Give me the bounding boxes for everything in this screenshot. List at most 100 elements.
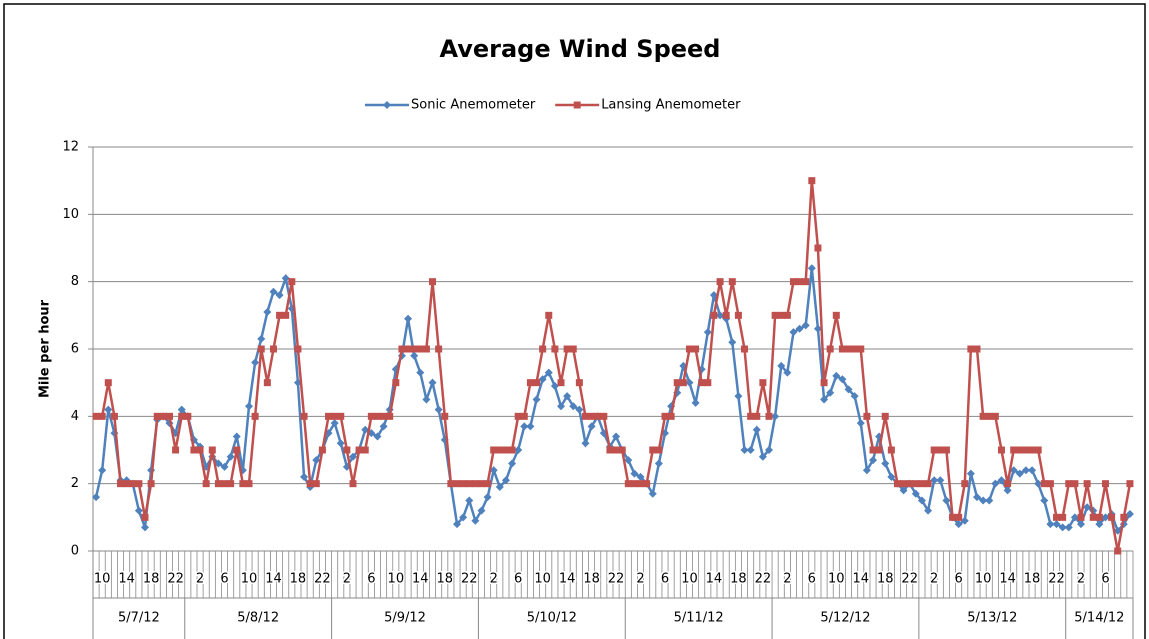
marker bbox=[471, 480, 479, 488]
x-tick-label: 2 bbox=[930, 572, 938, 587]
marker bbox=[490, 446, 498, 454]
marker bbox=[501, 476, 510, 485]
marker bbox=[178, 412, 186, 420]
marker bbox=[949, 513, 957, 521]
marker bbox=[227, 480, 235, 488]
marker bbox=[789, 328, 798, 337]
marker bbox=[251, 412, 259, 420]
x-group-label: 5/8/12 bbox=[237, 611, 279, 626]
marker bbox=[135, 480, 143, 488]
x-tick-label: 18 bbox=[1024, 572, 1041, 587]
marker bbox=[104, 405, 113, 414]
marker bbox=[637, 480, 645, 488]
marker bbox=[190, 446, 198, 454]
marker bbox=[471, 516, 480, 525]
x-tick-label: 10 bbox=[388, 572, 405, 587]
marker bbox=[1034, 446, 1042, 454]
y-tick-label: 6 bbox=[71, 342, 79, 357]
marker bbox=[526, 422, 535, 431]
marker bbox=[496, 446, 504, 454]
marker bbox=[820, 395, 829, 404]
marker bbox=[826, 388, 835, 397]
marker bbox=[331, 412, 339, 420]
marker bbox=[465, 496, 474, 505]
marker bbox=[594, 412, 602, 420]
marker bbox=[709, 291, 718, 300]
marker bbox=[380, 412, 388, 420]
marker bbox=[704, 379, 712, 387]
y-axis-title: Mile per hour bbox=[38, 299, 53, 398]
marker bbox=[991, 412, 999, 420]
marker bbox=[997, 476, 1006, 485]
x-group-label: 5/13/12 bbox=[967, 611, 1017, 626]
marker bbox=[654, 459, 663, 468]
marker bbox=[447, 480, 455, 488]
marker bbox=[1010, 446, 1018, 454]
marker bbox=[716, 311, 725, 320]
marker bbox=[306, 480, 314, 488]
marker bbox=[851, 345, 859, 353]
marker bbox=[1009, 466, 1018, 475]
y-tick-label: 12 bbox=[62, 140, 79, 155]
marker bbox=[857, 345, 865, 353]
x-tick-label: 6 bbox=[514, 572, 522, 587]
marker bbox=[924, 480, 932, 488]
marker bbox=[429, 278, 437, 286]
y-tick-label: 10 bbox=[62, 207, 79, 222]
marker bbox=[539, 345, 547, 353]
marker bbox=[1040, 496, 1049, 505]
marker bbox=[526, 379, 534, 387]
marker bbox=[1046, 480, 1054, 488]
marker bbox=[312, 480, 320, 488]
x-group-label: 5/7/12 bbox=[118, 611, 160, 626]
marker bbox=[802, 278, 810, 286]
marker bbox=[758, 452, 767, 461]
marker bbox=[838, 345, 846, 353]
x-tick-label: 14 bbox=[852, 572, 869, 587]
marker bbox=[177, 405, 186, 414]
x-tick-label: 14 bbox=[265, 572, 282, 587]
marker bbox=[251, 358, 260, 367]
marker bbox=[459, 480, 467, 488]
marker bbox=[569, 402, 578, 411]
marker bbox=[710, 311, 718, 319]
marker bbox=[826, 345, 834, 353]
marker bbox=[869, 446, 877, 454]
marker bbox=[557, 402, 565, 411]
marker bbox=[1113, 526, 1122, 535]
marker bbox=[312, 456, 321, 465]
x-tick-label: 2 bbox=[490, 572, 498, 587]
marker bbox=[104, 379, 112, 387]
marker bbox=[551, 345, 559, 353]
marker bbox=[801, 321, 810, 330]
marker bbox=[1004, 480, 1012, 488]
x-tick-label: 6 bbox=[808, 572, 816, 587]
marker bbox=[771, 412, 780, 421]
marker bbox=[832, 311, 840, 319]
marker bbox=[123, 480, 131, 488]
x-tick-label: 14 bbox=[412, 572, 429, 587]
marker bbox=[1083, 480, 1091, 488]
marker bbox=[233, 446, 241, 454]
marker bbox=[783, 368, 792, 377]
marker bbox=[502, 446, 510, 454]
marker bbox=[832, 371, 841, 380]
marker bbox=[581, 412, 589, 420]
marker bbox=[349, 452, 357, 461]
marker bbox=[330, 419, 339, 428]
x-tick-label: 22 bbox=[1048, 572, 1065, 587]
x-tick-label: 22 bbox=[608, 572, 625, 587]
marker bbox=[600, 412, 608, 420]
marker bbox=[673, 379, 681, 387]
marker bbox=[1108, 513, 1116, 521]
marker bbox=[294, 345, 302, 353]
marker bbox=[1071, 480, 1079, 488]
x-group-label: 5/12/12 bbox=[820, 611, 870, 626]
marker bbox=[869, 456, 877, 465]
marker bbox=[575, 379, 583, 387]
marker bbox=[465, 480, 473, 488]
marker bbox=[221, 480, 229, 488]
marker bbox=[1059, 513, 1067, 521]
marker bbox=[1095, 513, 1103, 521]
marker bbox=[991, 479, 1000, 488]
